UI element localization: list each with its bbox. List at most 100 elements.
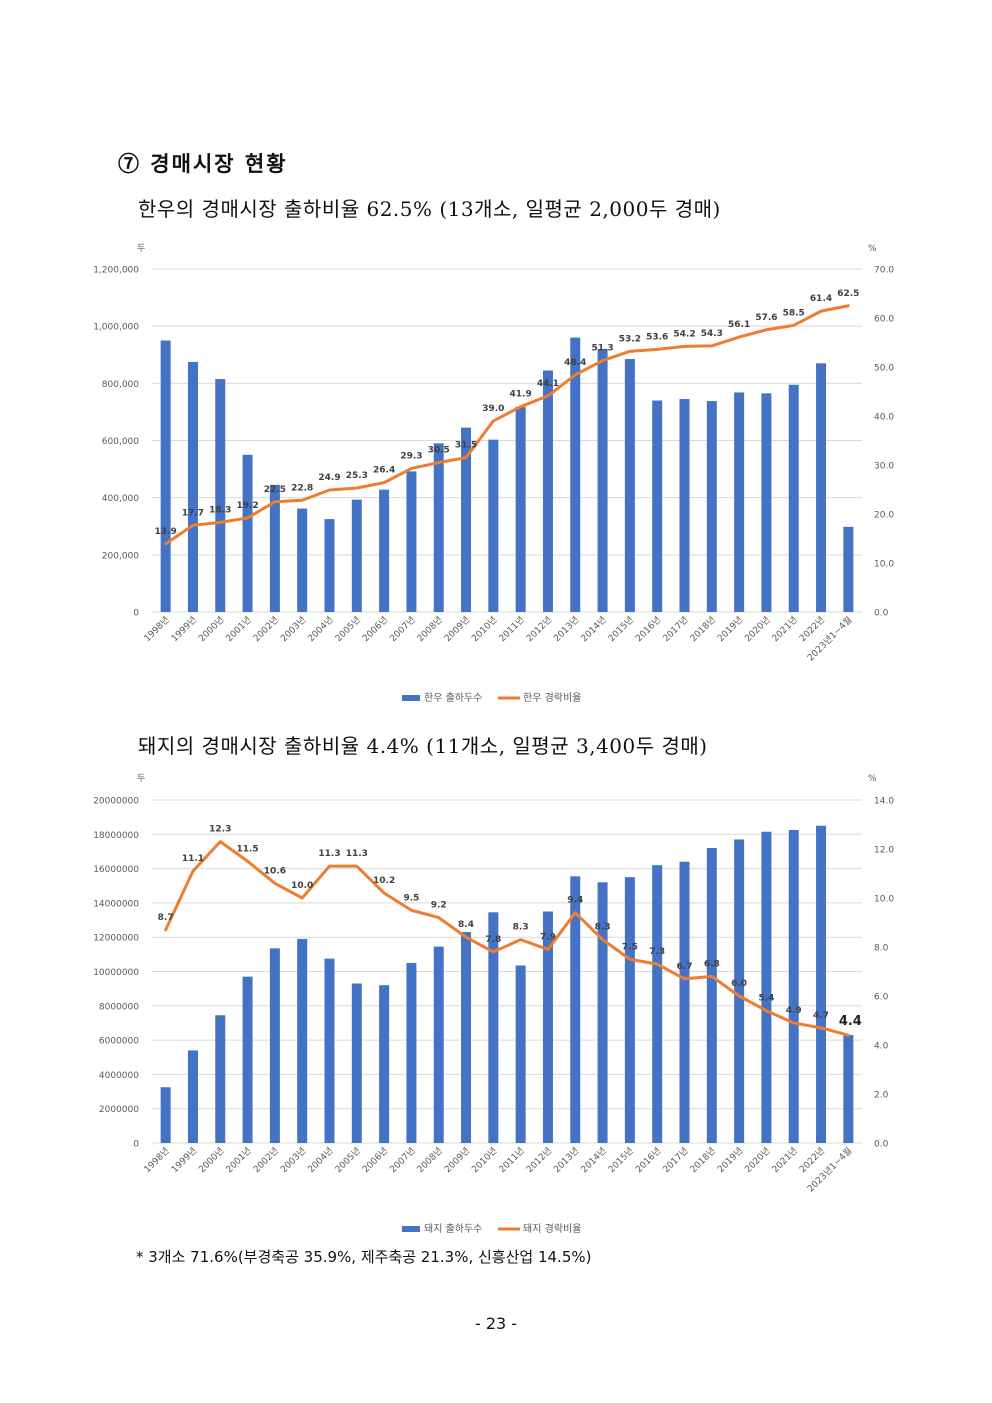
x-tick-label: 1999년 <box>169 614 199 644</box>
rate-line <box>164 304 850 546</box>
bar <box>788 830 799 1143</box>
y-left-tick-label: 12000000 <box>93 934 139 944</box>
y-right-unit-label: % <box>868 244 877 254</box>
x-tick-label: 2017년 <box>661 614 691 644</box>
bar <box>624 359 635 612</box>
bar <box>297 938 308 1143</box>
bar <box>542 370 553 612</box>
bar <box>461 932 472 1143</box>
x-tick-label: 2002년 <box>251 1145 281 1175</box>
x-tick-label: 2014년 <box>579 1145 609 1175</box>
data-label: 8.3 <box>595 923 611 933</box>
x-tick-label: 2000년 <box>197 1145 227 1175</box>
bar <box>761 831 772 1143</box>
bar <box>843 1034 854 1143</box>
bar <box>269 948 280 1143</box>
data-label: 11.3 <box>318 849 340 859</box>
x-tick-label: 2004년 <box>306 1145 336 1175</box>
x-tick-label: 2011년 <box>497 1145 527 1175</box>
y-left-tick-label: 200,000 <box>102 551 139 561</box>
bar <box>679 399 690 612</box>
x-tick-label: 2020년 <box>743 1145 773 1175</box>
bar <box>187 361 198 612</box>
x-tick-label: 2018년 <box>688 1145 718 1175</box>
bar <box>269 484 280 612</box>
data-label: 25.3 <box>346 471 368 481</box>
x-tick-label: 2008년 <box>415 614 445 644</box>
data-label: 19.2 <box>236 501 258 511</box>
data-label: 11.1 <box>182 854 204 864</box>
data-label: 6.8 <box>704 959 720 969</box>
x-tick-label: 2001년 <box>224 614 254 644</box>
x-tick-label: 2000년 <box>197 614 227 644</box>
x-tick-label: 2017년 <box>661 1145 691 1175</box>
x-tick-label: 2009년 <box>442 1145 472 1175</box>
y-left-tick-label: 0 <box>133 609 139 619</box>
y-right-tick-label: 50.0 <box>874 364 894 374</box>
x-tick-label: 2001년 <box>224 1145 254 1175</box>
y-right-tick-label: 60.0 <box>874 315 894 325</box>
bar <box>515 965 526 1143</box>
data-label: 31.5 <box>455 441 477 451</box>
bar <box>816 825 827 1143</box>
pig-auction-chart: 0 2000000 4000000 6000000 8000000 10000000 120… <box>93 773 894 1235</box>
y-right-tick-label: 6.0 <box>874 993 889 1003</box>
data-label: 26.4 <box>373 466 395 476</box>
bar <box>597 349 608 612</box>
bar <box>242 454 253 612</box>
bar <box>761 393 772 612</box>
data-label: 39.0 <box>482 404 504 414</box>
data-label: 54.3 <box>701 329 723 339</box>
bar <box>242 976 253 1143</box>
bar <box>624 877 635 1143</box>
x-tick-label: 2007년 <box>388 1145 418 1175</box>
data-label: 62.5 <box>837 289 859 299</box>
y-left-tick-label: 16000000 <box>93 865 139 875</box>
bar <box>734 392 745 612</box>
data-label: 13.9 <box>155 527 177 537</box>
bar <box>706 848 717 1143</box>
y-right-tick-label: 8.0 <box>874 944 889 954</box>
data-label: 7.9 <box>540 932 556 942</box>
rate-line <box>164 840 850 1037</box>
y-left-tick-label: 400,000 <box>102 494 139 504</box>
data-label: 58.5 <box>783 308 805 318</box>
data-label: 57.6 <box>755 313 777 323</box>
bar <box>379 985 390 1143</box>
bar <box>515 406 526 612</box>
x-tick-label: 2014년 <box>579 614 609 644</box>
hanwoo-auction-chart: 0 200,000 400,000 600,000 800,000 1,000,000 1,… <box>93 243 894 704</box>
bar <box>488 439 499 612</box>
y-right-tick-label: 10.0 <box>874 895 894 905</box>
y-left-tick-label: 14000000 <box>93 899 139 909</box>
y-right-tick-label: 10.0 <box>874 560 894 570</box>
x-tick-label: 1998년 <box>142 614 172 644</box>
y-left-tick-label: 600,000 <box>102 437 139 447</box>
x-tick-label: 2019년 <box>715 1145 745 1175</box>
x-tick-label: 2004년 <box>306 614 336 644</box>
y-right-unit-label: % <box>868 774 877 784</box>
x-tick-label: 2008년 <box>415 1145 445 1175</box>
x-tick-label: 2013년 <box>552 1145 582 1175</box>
y-right-tick-label: 0.0 <box>874 609 889 619</box>
y-right-tick-label: 40.0 <box>874 413 894 423</box>
bar <box>706 401 717 612</box>
bar <box>570 337 581 612</box>
bar <box>570 876 581 1143</box>
y-right-tick-label: 0.0 <box>874 1140 889 1150</box>
legend-bar-swatch <box>402 695 420 701</box>
legend-bar-label: 한우 출하두수 <box>424 691 482 704</box>
data-label: 11.5 <box>236 844 258 854</box>
bar <box>351 983 362 1143</box>
x-tick-label: 2021년 <box>770 614 800 644</box>
y-left-tick-label: 8000000 <box>99 1002 139 1012</box>
data-label: 53.6 <box>646 332 668 342</box>
chart-2-subtitle: 돼지의 경매시장 출하비율 4.4% (11개소, 일평균 3,400두 경매) <box>138 734 708 758</box>
x-tick-label: 2006년 <box>360 614 390 644</box>
bar <box>297 508 308 612</box>
y-right-tick-label: 70.0 <box>874 266 894 276</box>
data-label: 4.9 <box>786 1006 802 1016</box>
bar <box>324 958 335 1143</box>
bar <box>816 363 827 612</box>
y-right-tick-label: 4.0 <box>874 1042 889 1052</box>
